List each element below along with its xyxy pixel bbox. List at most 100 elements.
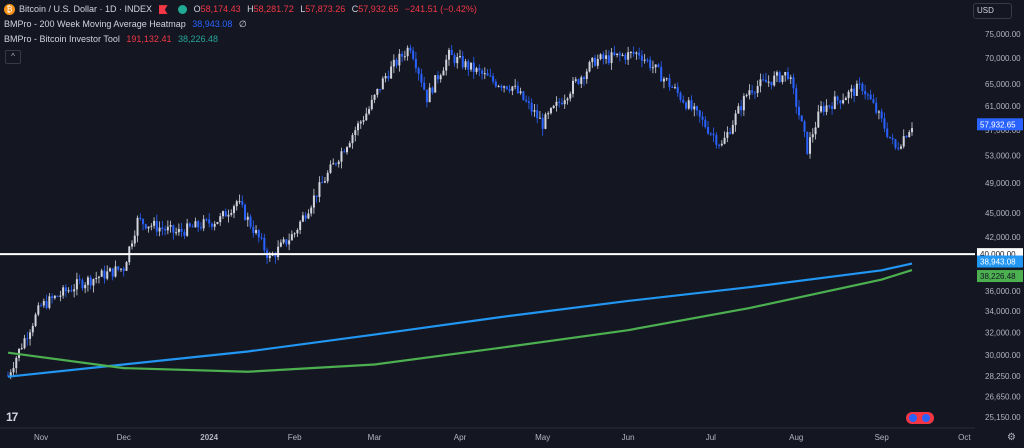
candle-body [343,151,346,153]
candle-body [15,357,18,369]
candle-body [246,216,249,220]
candle-body [51,296,54,299]
flag-icon[interactable] [158,5,168,15]
candle-body [357,123,360,131]
candle-body [525,99,528,102]
candle-body [899,146,902,149]
candle-body [279,242,282,247]
candle-body [839,100,842,104]
candle-body [142,218,145,225]
candle-body [574,79,577,81]
candle-body [285,239,288,245]
candle-body [555,101,558,106]
candle-body [403,56,406,58]
candle-body [194,221,197,228]
candle-body [470,62,473,70]
candle-body [891,137,894,140]
candle-body [111,268,114,277]
heatmap-indicator-legend[interactable]: BMPro - 200 Week Moving Average Heatmap … [4,18,251,30]
candle-body [221,211,224,217]
candle-body [100,270,103,277]
candle-body [31,325,34,333]
candle-body [122,268,125,271]
candle-body [572,80,574,94]
candle-body [809,137,812,154]
candle-body [78,279,81,281]
candle-body [45,300,48,308]
tradingview-logo: 17 [6,410,18,424]
candle-body [522,91,525,100]
candle-body [704,119,707,128]
candle-body [238,201,241,203]
candle-body [288,240,291,245]
candle-body [205,219,208,221]
support-line-label: 40,000.00 [980,250,1016,259]
candle-body [183,231,186,236]
indicator-value-badge [977,270,1023,283]
collapse-legend-button[interactable]: ^ [5,50,21,64]
candle-body [817,111,820,128]
candle-body [329,164,332,173]
candle-body [208,219,211,224]
candle-body [773,75,776,86]
candle-body [775,72,778,76]
candles-group [7,44,913,380]
candle-body [767,81,770,83]
candle-body [836,96,839,101]
heatmap-indicator-name: BMPro - 200 Week Moving Average Heatmap [4,19,186,29]
candle-body [445,59,448,71]
candle-body [191,226,194,228]
investor-indicator-legend[interactable]: BMPro - Bitcoin Investor Tool 191,132.41… [4,33,222,45]
candle-body [853,88,856,96]
x-tick-label: Aug [789,433,803,442]
candle-body [334,163,337,165]
candle-body [533,110,536,112]
low-value: 57,873.26 [305,4,346,14]
candle-body [552,105,555,108]
gear-icon[interactable]: ⚙ [1007,432,1016,443]
candle-body [290,234,293,241]
candle-body [748,90,751,96]
candle-body [26,338,29,340]
candle-body [268,255,271,259]
currency-selector[interactable]: USD [973,3,1012,19]
candle-body [197,221,200,228]
bitcoin-icon: ₿ [4,4,15,16]
candle-body [97,276,100,278]
candle-body [632,52,635,54]
candle-body [464,61,467,68]
symbol-title[interactable]: Bitcoin / U.S. Dollar · 1D · INDEX [19,4,153,14]
heatmap-indicator-extra: ∅ [238,19,247,29]
close-value: 57,932.65 [358,4,399,14]
candle-body [671,86,674,88]
candle-body [616,53,619,55]
candle-body [811,134,814,138]
candle-body [395,59,398,66]
candle-body [456,56,459,64]
candle-body [877,111,880,113]
candle-body [392,59,395,67]
x-tick-label: Sep [875,433,890,442]
candle-body [241,201,244,205]
candle-body [585,71,588,80]
candle-body [558,101,561,103]
change-value: −241.51 (−0.42%) [404,4,477,14]
candle-body [64,287,67,292]
candle-body [81,280,84,289]
candle-body [740,106,743,111]
candle-body [172,225,175,233]
candle-body [227,214,230,217]
candle-body [679,92,682,100]
candle-body [310,207,313,214]
candle-body [447,49,450,60]
x-tick-label: Jul [706,433,716,442]
events-flags-icon[interactable] [906,412,934,424]
candle-body [690,100,693,110]
market-status-icon[interactable] [178,5,188,15]
candle-body [296,229,299,234]
candle-body [263,237,266,251]
candle-body [908,132,911,138]
candle-body [199,227,202,229]
y-tick-label: 42,000.00 [985,233,1021,242]
